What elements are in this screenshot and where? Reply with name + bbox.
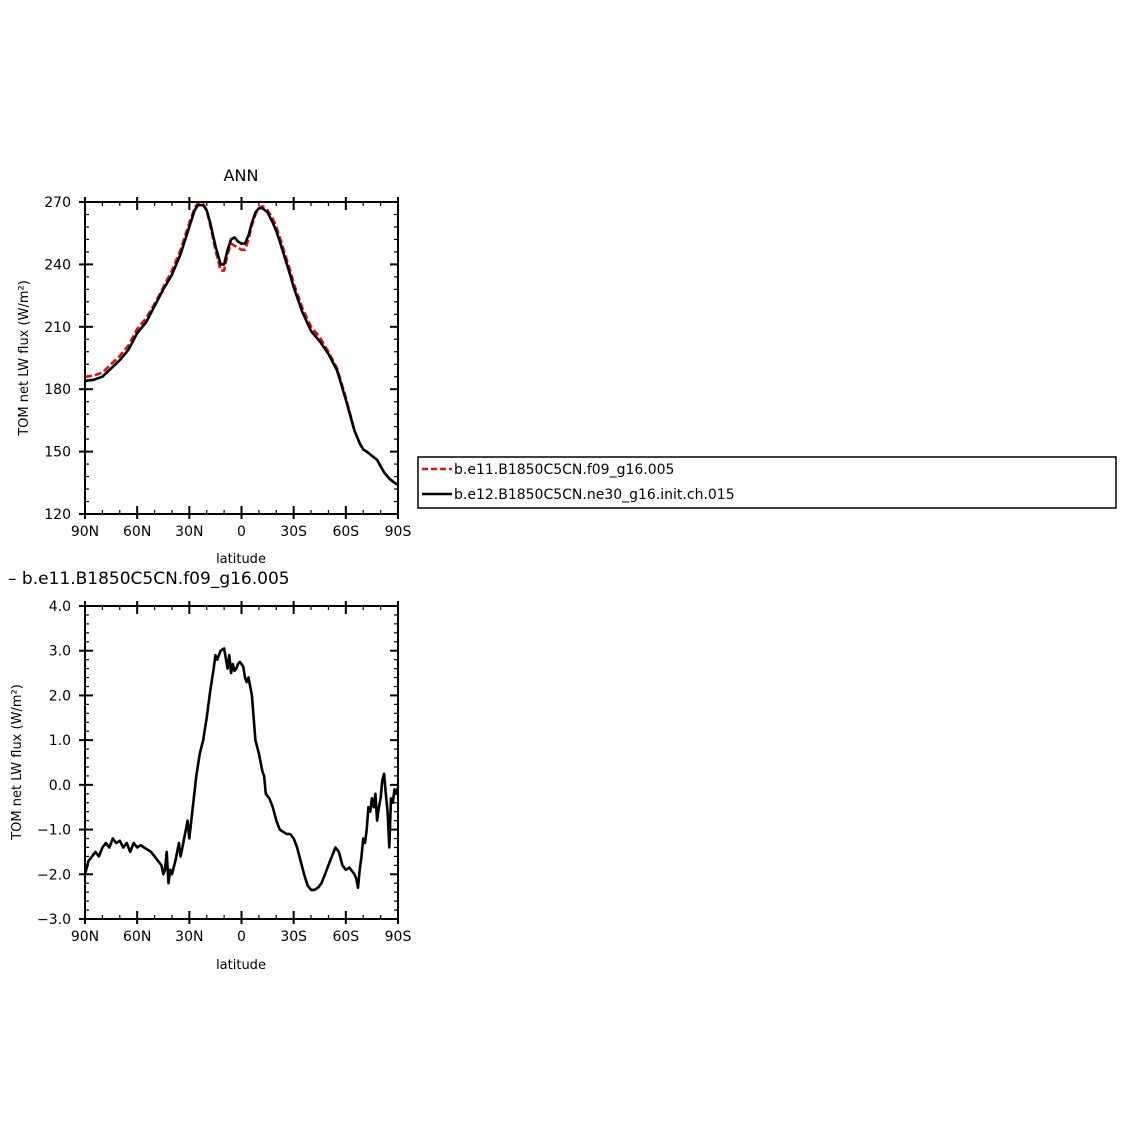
x-tick-label: 30S: [280, 524, 307, 540]
y-tick-label: 4.0: [49, 599, 71, 615]
x-tick-label: 90S: [385, 929, 412, 945]
y-tick-label: 270: [44, 195, 71, 211]
y-tick-label: 120: [44, 507, 71, 523]
series-line-2: [84, 203, 399, 487]
y-tick-label: −1.0: [37, 823, 71, 839]
y-tick-label: 2.0: [49, 688, 71, 704]
top-series-lines: [84, 201, 399, 487]
top-x-axis-label: latitude: [216, 552, 266, 567]
legend-label-series-1: b.e11.B1850C5CN.f09_g16.005: [454, 462, 674, 478]
bottom-y-axis-label: TOM net LW flux (W/m²): [10, 684, 25, 841]
y-tick-label: 1.0: [49, 733, 71, 749]
x-tick-label: 30N: [175, 524, 203, 540]
y-tick-label: 3.0: [49, 644, 71, 660]
x-tick-label: 0: [237, 524, 246, 540]
y-tick-label: 210: [44, 320, 71, 336]
top-chart-title: ANN: [224, 166, 259, 185]
bottom-panel: – b.e11.B1850C5CN.f09_g16.005 TOM net LW…: [8, 569, 411, 973]
legend-label-series-2: b.e12.B1850C5CN.ne30_g16.init.ch.015: [454, 487, 735, 503]
bottom-x-axis-label: latitude: [216, 958, 266, 973]
legend-box: [417, 456, 1117, 509]
x-tick-label: 90N: [71, 929, 99, 945]
y-tick-label: −2.0: [37, 867, 71, 883]
x-tick-label: 30N: [175, 929, 203, 945]
y-tick-label: 240: [44, 257, 71, 273]
bottom-plot-frame: [84, 605, 399, 920]
top-y-ticks: 120 150 180 210 240 270: [44, 195, 398, 523]
x-tick-label: 60S: [332, 929, 359, 945]
legend: b.e11.B1850C5CN.f09_g16.005 b.e12.B1850C…: [417, 456, 1117, 509]
top-y-axis-label: TOM net LW flux (W/m²): [17, 280, 32, 437]
x-tick-label: 90S: [385, 524, 412, 540]
x-tick-label: 30S: [280, 929, 307, 945]
x-tick-label: 90N: [71, 524, 99, 540]
bottom-x-ticks: 90N 60N 30N 0 30S 60S 90S: [71, 601, 412, 945]
bottom-y-ticks: −3.0 −2.0 −1.0 0.0 1.0 2.0 3.0 4.0: [37, 599, 398, 928]
series-line-1: [83, 647, 400, 892]
y-tick-label: 0.0: [49, 778, 71, 794]
y-tick-label: −3.0: [37, 912, 71, 928]
x-tick-label: 60N: [123, 524, 151, 540]
bottom-chart-title: – b.e11.B1850C5CN.f09_g16.005: [8, 569, 290, 589]
y-tick-label: 150: [44, 445, 71, 461]
top-plot-frame: [84, 201, 399, 515]
x-tick-label: 0: [237, 929, 246, 945]
y-tick-label: 180: [44, 382, 71, 398]
bottom-series-lines: [83, 647, 400, 892]
x-tick-label: 60S: [332, 524, 359, 540]
x-tick-label: 60N: [123, 929, 151, 945]
top-panel: ANN TOM net LW flux (W/m²) latitude 1201…: [17, 166, 411, 567]
